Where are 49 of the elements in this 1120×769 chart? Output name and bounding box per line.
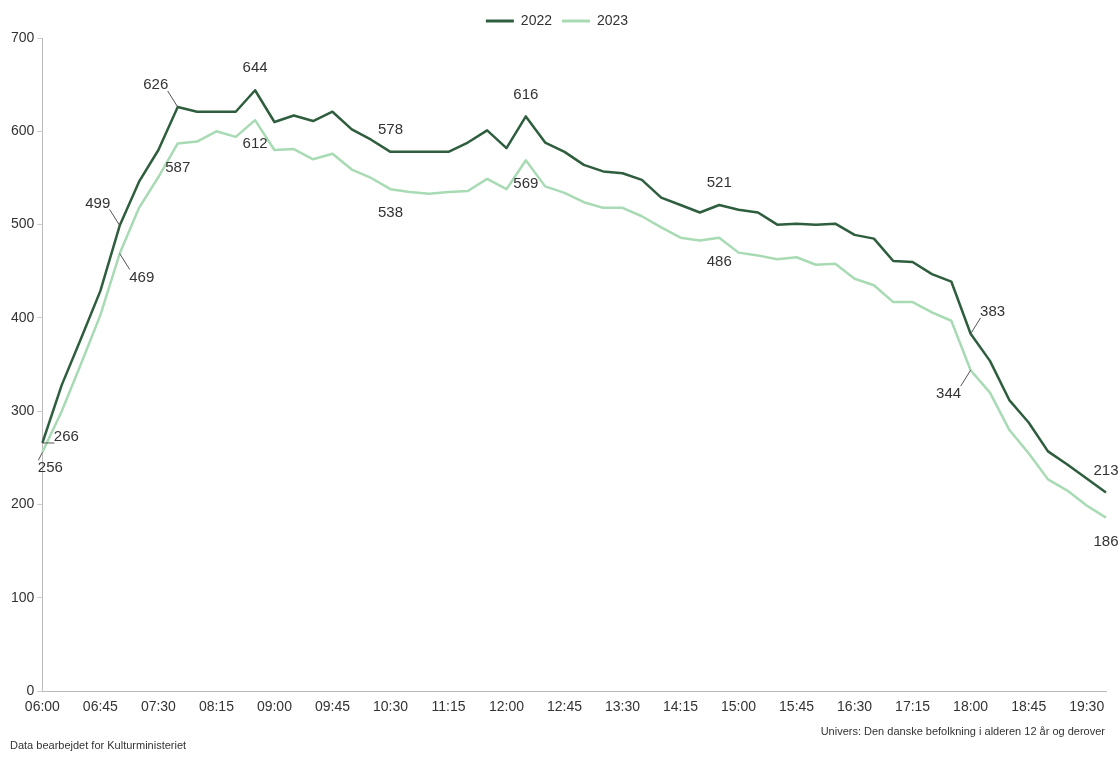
data-label: 213 bbox=[1093, 460, 1119, 478]
text: Univers: Den danske befolkning i alderen 12 år og derover bbox=[820, 724, 1106, 737]
x-tick-label: 11:15 bbox=[431, 698, 466, 715]
legend-label: 2023 bbox=[597, 11, 629, 28]
x-tick-label: 18:45 bbox=[1011, 698, 1047, 715]
y-tick-label: 700 bbox=[11, 28, 35, 45]
data-label: 538 bbox=[377, 203, 403, 221]
x-tick-label: 06:45 bbox=[82, 698, 119, 715]
x-tick-label: 16:30 bbox=[837, 698, 873, 715]
data-label: 186 bbox=[1093, 531, 1119, 549]
data-label: 486 bbox=[706, 251, 732, 269]
data-label: 616 bbox=[513, 84, 539, 102]
data-label: 521 bbox=[706, 173, 732, 191]
data-label: 587 bbox=[165, 157, 191, 175]
x-tick-label: 14:15 bbox=[663, 698, 699, 715]
data-label: 644 bbox=[242, 58, 268, 76]
x-tick-label: 15:00 bbox=[721, 698, 757, 715]
x-tick-label: 12:45 bbox=[546, 698, 583, 715]
data-label: 266 bbox=[53, 427, 79, 445]
x-tick-label: 19:30 bbox=[1069, 698, 1105, 715]
data-label: 383 bbox=[980, 301, 1006, 319]
y-tick-label: 200 bbox=[11, 495, 35, 512]
x-tick-label: 12:00 bbox=[488, 698, 525, 715]
x-tick-label: 07:30 bbox=[140, 698, 177, 715]
x-tick-label: 10:30 bbox=[372, 698, 409, 715]
x-tick-label: 15:45 bbox=[779, 698, 815, 715]
legend-label: 2022 bbox=[520, 11, 553, 28]
y-tick-label: 100 bbox=[11, 588, 35, 605]
y-tick-label: 400 bbox=[11, 308, 35, 325]
data-label: 626 bbox=[143, 75, 169, 93]
y-tick-label: 500 bbox=[11, 215, 35, 232]
data-label: 612 bbox=[242, 134, 268, 152]
y-tick-label: 0 bbox=[26, 682, 35, 699]
x-tick-label: 09:00 bbox=[256, 698, 293, 715]
x-tick-label: 06:00 bbox=[24, 698, 61, 715]
data-label: 569 bbox=[513, 174, 539, 192]
x-tick-label: 18:00 bbox=[953, 698, 989, 715]
x-tick-label: 17:15 bbox=[895, 698, 931, 715]
y-tick-label: 600 bbox=[11, 122, 35, 139]
x-tick-label: 08:15 bbox=[198, 698, 235, 715]
x-tick-label: 13:30 bbox=[605, 698, 641, 715]
data-label: 469 bbox=[129, 267, 155, 285]
data-label: 578 bbox=[377, 119, 403, 137]
data-label: 256 bbox=[37, 458, 63, 476]
y-tick-label: 300 bbox=[11, 402, 35, 419]
data-label: 344 bbox=[936, 384, 962, 402]
x-tick-label: 09:45 bbox=[314, 698, 351, 715]
text: Data bearbejdet for Kulturministeriet bbox=[10, 738, 187, 751]
data-label: 499 bbox=[85, 193, 111, 211]
